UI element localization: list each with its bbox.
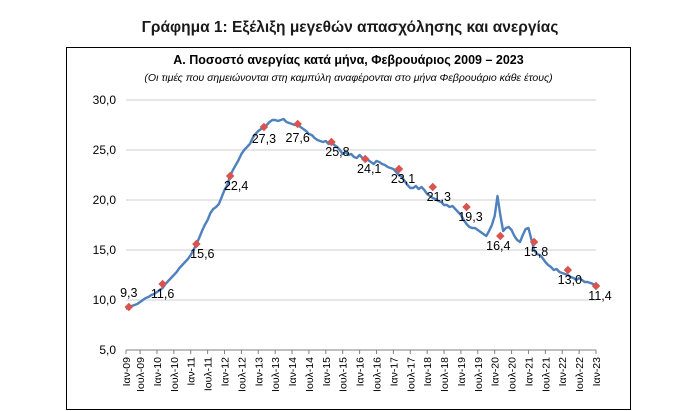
data-label: 15,6 — [190, 247, 214, 261]
x-tick-label: Ιουλ-10 — [169, 357, 181, 392]
x-tick-label: Ιουλ-11 — [203, 357, 215, 391]
february-data-point — [192, 239, 201, 249]
february-data-point — [360, 154, 370, 164]
x-tick-label: Ιουλ-19 — [473, 357, 485, 392]
x-tick-label: Ιουλ-13 — [270, 357, 282, 392]
february-data-point — [394, 164, 404, 174]
february-data-point — [225, 171, 235, 181]
x-tick-label: Ιαν-13 — [253, 357, 265, 387]
february-data-point — [259, 122, 269, 132]
x-tick-label: Ιαν-15 — [321, 357, 333, 387]
y-tick-label: 15,0 — [93, 243, 117, 257]
x-tick-label: Ιαν-10 — [152, 357, 164, 387]
february-data-point — [563, 265, 573, 275]
unemployment-series-line — [125, 117, 597, 310]
data-label: 11,6 — [151, 287, 174, 301]
x-tick-label: Ιουλ-15 — [338, 357, 350, 392]
x-tick-label: Ιαν-16 — [355, 357, 367, 387]
data-label: 13,0 — [558, 273, 582, 287]
february-data-point — [496, 231, 505, 241]
x-tick-label: Ιουλ-18 — [439, 357, 451, 392]
data-label: 22,4 — [224, 179, 248, 193]
x-tick-label: Ιαν-12 — [220, 357, 232, 387]
x-tick-label: Ιουλ-09 — [135, 357, 147, 392]
data-label: 11,4 — [588, 289, 611, 303]
x-tick-label: Ιουλ-12 — [236, 357, 248, 392]
y-tick-label: 5,0 — [99, 343, 116, 357]
data-label: 23,1 — [391, 172, 415, 186]
x-tick-label: Ιουλ-21 — [540, 357, 552, 392]
x-tick-label: Ιαν-11 — [186, 357, 198, 386]
data-label: 19,3 — [458, 210, 482, 224]
data-label: 9,3 — [120, 286, 137, 300]
chart-title: Α. Ποσοστό ανεργίας κατά μήνα, Φεβρουάρι… — [173, 53, 524, 67]
data-label: 21,3 — [427, 190, 451, 204]
x-tick-label: Ιαν-21 — [523, 357, 535, 387]
y-tick-label: 30,0 — [93, 93, 117, 107]
x-tick-label: Ιουλ-14 — [304, 357, 316, 392]
x-tick-label: Ιαν-20 — [490, 357, 502, 387]
page-title: Γράφημα 1: Εξέλιξη μεγεθών απασχόλησης κ… — [141, 19, 559, 36]
y-tick-label: 25,0 — [93, 143, 117, 157]
x-tick-label: Ιαν-14 — [287, 357, 299, 387]
x-tick-label: Ιουλ-16 — [371, 357, 383, 392]
x-tick-label: Ιουλ-22 — [574, 357, 586, 392]
data-label: 15,8 — [524, 245, 548, 259]
y-tick-label: 10,0 — [93, 293, 117, 307]
x-tick-label: Ιαν-17 — [388, 357, 400, 387]
x-tick-label: Ιαν-18 — [422, 357, 434, 387]
february-data-point — [124, 302, 134, 312]
data-label: 24,1 — [357, 162, 381, 176]
y-tick-label: 20,0 — [93, 193, 117, 207]
data-label: 27,6 — [286, 131, 310, 145]
data-label: 27,3 — [252, 132, 276, 146]
x-tick-label: Ιαν-09 — [121, 357, 133, 387]
february-data-point — [428, 182, 438, 192]
data-label: 25,8 — [325, 145, 349, 159]
chart-frame — [66, 47, 631, 410]
x-tick-label: Ιαν-19 — [456, 357, 468, 387]
february-data-point — [462, 202, 471, 212]
data-label: 16,4 — [486, 239, 510, 253]
february-data-point — [327, 137, 336, 147]
x-tick-label: Ιαν-23 — [591, 357, 603, 387]
chart-subtitle: (Οι τιμές που σημειώνονται στη καμπύλη α… — [144, 72, 553, 84]
x-tick-label: Ιαν-22 — [557, 357, 569, 387]
february-data-point — [158, 279, 167, 289]
february-data-point — [293, 119, 302, 129]
x-tick-label: Ιουλ-20 — [507, 357, 519, 392]
x-tick-label: Ιουλ-17 — [405, 357, 417, 392]
february-data-point — [591, 281, 601, 291]
